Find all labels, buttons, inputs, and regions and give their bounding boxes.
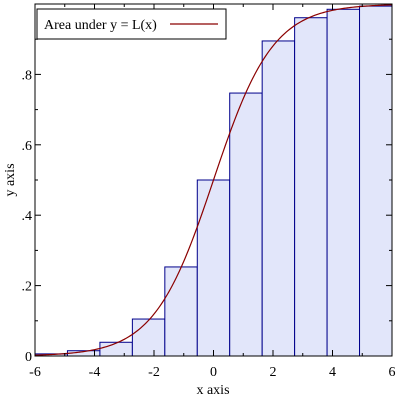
- y-tick-label: .8: [22, 68, 33, 83]
- series-line-logistic: [34, 4, 393, 356]
- x-tick-label: -6: [29, 365, 41, 380]
- bar-3: [99, 341, 133, 357]
- bar-5: [164, 266, 198, 357]
- histogram-bars: [34, 5, 393, 357]
- x-tick-label: -4: [89, 365, 101, 380]
- x-tick-label: 6: [389, 365, 396, 380]
- x-tick-label: 2: [270, 365, 277, 380]
- bar-4: [131, 318, 166, 357]
- x-tick-label: -2: [148, 365, 160, 380]
- bar-6: [196, 179, 231, 357]
- x-axis-label: x axis: [196, 383, 229, 398]
- y-tick-label: .6: [22, 139, 33, 154]
- legend-label: Area under y = L(x): [44, 18, 157, 33]
- axis-ticks: [34, 4, 393, 357]
- bar-8: [261, 40, 296, 357]
- y-tick-label: 0: [25, 350, 32, 365]
- legend: Area under y = L(x): [36, 8, 227, 40]
- x-tick-labels: -6 -4 -2 0 2 4 6: [29, 365, 395, 380]
- bar-11: [359, 5, 393, 357]
- y-tick-label: .4: [22, 209, 33, 224]
- y-axis-label: y axis: [3, 163, 18, 196]
- bar-9: [294, 17, 328, 357]
- y-tick-labels: 0 .2 .4 .6 .8: [22, 68, 33, 365]
- x-tick-label: 4: [329, 365, 336, 380]
- bar-7: [229, 92, 263, 357]
- curve-layer: [34, 4, 393, 356]
- x-tick-label: 0: [210, 365, 217, 380]
- bar-10: [326, 8, 361, 357]
- y-tick-label: .2: [22, 280, 33, 295]
